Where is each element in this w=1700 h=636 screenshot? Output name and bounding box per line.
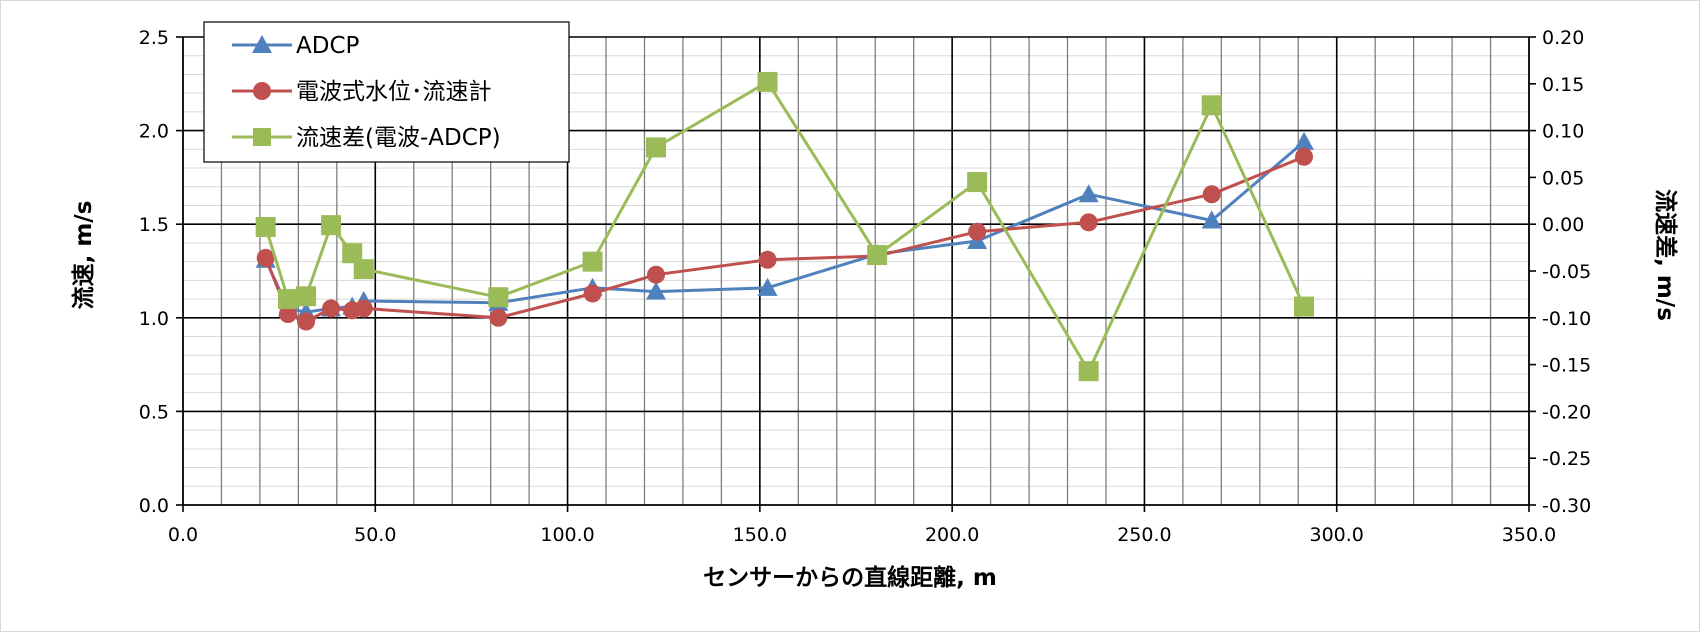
y-axis-label: 流速, m/s <box>70 201 97 310</box>
data-point-diff <box>1078 361 1099 382</box>
x-tick-label: 250.0 <box>1117 524 1171 546</box>
data-point-adcp <box>1078 184 1099 203</box>
y-tick-label: 2.5 <box>139 27 169 49</box>
data-point-adcp <box>1294 131 1315 150</box>
data-point-diff <box>867 245 888 266</box>
data-point-diff <box>342 243 363 264</box>
major-grid <box>183 37 1529 505</box>
y2-tick-label: 0.15 <box>1542 74 1584 96</box>
data-point-diff <box>1201 95 1222 116</box>
data-point-diff <box>488 287 509 308</box>
legend-item-adcp: ADCP <box>232 33 360 59</box>
y2-tick-label: -0.30 <box>1542 495 1591 517</box>
y2-tick-label: 0.20 <box>1542 27 1584 49</box>
data-point-diff <box>321 215 342 236</box>
data-point-radar <box>489 308 508 327</box>
data-point-diff <box>967 172 988 193</box>
series-layer <box>255 71 1315 382</box>
x-tick-label: 350.0 <box>1502 524 1556 546</box>
y2-tick-label: 0.05 <box>1542 167 1584 189</box>
data-point-diff <box>296 286 317 307</box>
legend-label-radar: 電波式水位･流速計 <box>296 79 492 105</box>
x-axis-label: センサーからの直線距離, m <box>703 564 997 591</box>
data-point-diff <box>353 259 374 280</box>
data-point-radar <box>278 305 297 324</box>
legend-item-diff: 流速差(電波-ADCP) <box>232 125 501 151</box>
x-tick-label: 100.0 <box>540 524 594 546</box>
x-tick-label: 300.0 <box>1310 524 1364 546</box>
data-point-diff <box>646 137 667 158</box>
x-tick-label: 0.0 <box>168 524 198 546</box>
data-point-diff <box>582 251 603 272</box>
y2-tick-label: -0.10 <box>1542 308 1591 330</box>
data-point-radar <box>583 284 602 303</box>
x-tick-label: 150.0 <box>733 524 787 546</box>
data-point-radar <box>297 312 316 331</box>
x-tick-label: 50.0 <box>354 524 396 546</box>
y2-tick-label: -0.15 <box>1542 355 1591 377</box>
data-point-adcp <box>646 281 667 300</box>
data-point-radar <box>322 299 341 318</box>
y-tick-label: 1.0 <box>139 308 169 330</box>
y-tick-label: 0.0 <box>139 495 169 517</box>
x-tick-label: 200.0 <box>925 524 979 546</box>
y2-tick-label: -0.25 <box>1542 448 1591 470</box>
legend-item-radar: 電波式水位･流速計 <box>232 79 492 105</box>
y2-tick-label: 0.00 <box>1542 214 1584 236</box>
legend-label-diff: 流速差(電波-ADCP) <box>296 125 501 151</box>
data-point-diff <box>255 217 276 238</box>
data-point-radar <box>758 250 777 269</box>
legend: ADCP 電波式水位･流速計 流速差(電波-ADCP) <box>203 21 570 163</box>
y2-tick-label: -0.20 <box>1542 401 1591 423</box>
y2-tick-label: -0.05 <box>1542 261 1591 283</box>
minor-grid <box>183 37 1529 505</box>
data-point-radar <box>1295 147 1314 166</box>
axes <box>176 36 1536 512</box>
data-point-radar <box>354 299 373 318</box>
tick-labels: 0.0 0.5 1.0 1.5 2.0 2.5 -0.30 -0.25 -0.20 -0.15 -0… <box>139 27 1591 546</box>
y2-axis-label: 流速差, m/s <box>1652 189 1679 321</box>
data-point-radar <box>968 222 987 241</box>
data-point-diff <box>1294 296 1315 317</box>
legend-label-adcp: ADCP <box>296 33 360 59</box>
data-point-adcp <box>1201 210 1222 229</box>
data-point-radar <box>1202 185 1221 204</box>
data-point-diff <box>277 289 298 310</box>
legend-marker-circle-icon <box>253 82 271 100</box>
data-point-adcp <box>757 277 778 296</box>
data-point-radar <box>256 248 275 267</box>
legend-marker-triangle-icon <box>252 35 272 53</box>
legend-marker-square-icon <box>253 128 271 146</box>
y2-tick-label: 0.10 <box>1542 121 1584 143</box>
data-point-diff <box>757 71 778 92</box>
y-tick-label: 0.5 <box>139 401 169 423</box>
y-tick-label: 1.5 <box>139 214 169 236</box>
data-point-radar <box>647 265 666 284</box>
y-tick-label: 2.0 <box>139 121 169 143</box>
data-point-radar <box>1079 213 1098 232</box>
